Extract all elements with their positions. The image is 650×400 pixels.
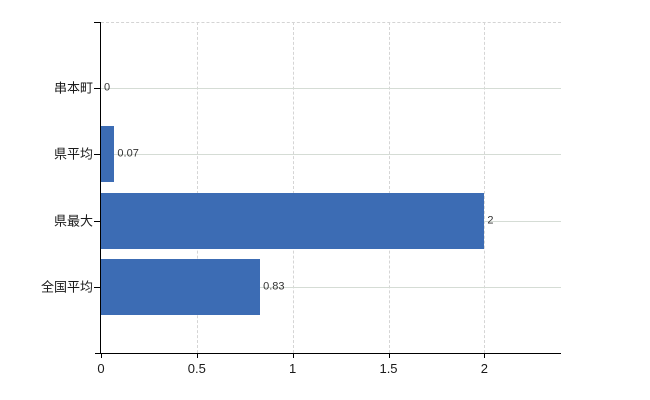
x-tick-label: 1 [289, 361, 297, 376]
plot-area: 0 串本町 0.07 県平均 2 県最大 0.83 全国平均 0 0.5 1 1.5 2 [41, 22, 561, 375]
x-axis-tick [196, 353, 198, 358]
category-label: 県平均 [53, 146, 93, 162]
x-axis-tick [388, 353, 390, 358]
vertical-gridline [196, 22, 198, 353]
x-axis-tick [484, 353, 486, 358]
x-tick-label: 0 [97, 361, 105, 376]
x-axis-tick [292, 353, 294, 358]
y-axis-tick [94, 154, 101, 156]
bar-全国平均 [101, 258, 261, 315]
category-label: 串本町 [53, 80, 93, 96]
x-axis-line [95, 353, 561, 354]
bar-県平均 [101, 126, 115, 183]
x-tick-label: 1.5 [379, 361, 398, 376]
x-tick-label: 2 [480, 361, 488, 376]
data-label: 0 [104, 81, 111, 94]
data-label: 2 [487, 214, 494, 227]
y-axis-tick [94, 220, 101, 222]
y-axis-top-tick [94, 22, 101, 23]
y-axis-tick [94, 88, 101, 90]
horizontal-gridline [101, 88, 561, 90]
category-label: 県最大 [53, 213, 93, 229]
x-axis-tick [101, 353, 102, 358]
x-tick-label: 0.5 [187, 361, 206, 376]
vertical-gridline [388, 22, 390, 353]
vertical-gridline [484, 22, 486, 353]
bar-県最大 [101, 192, 485, 249]
vertical-gridline [292, 22, 294, 353]
plot-top-border [101, 22, 561, 23]
data-label: 0.83 [263, 280, 285, 293]
horizontal-gridline [101, 154, 561, 156]
horizontal-gridline [101, 286, 561, 288]
data-label: 0.07 [117, 147, 139, 160]
category-label: 全国平均 [40, 279, 93, 295]
y-axis-tick [94, 286, 101, 288]
